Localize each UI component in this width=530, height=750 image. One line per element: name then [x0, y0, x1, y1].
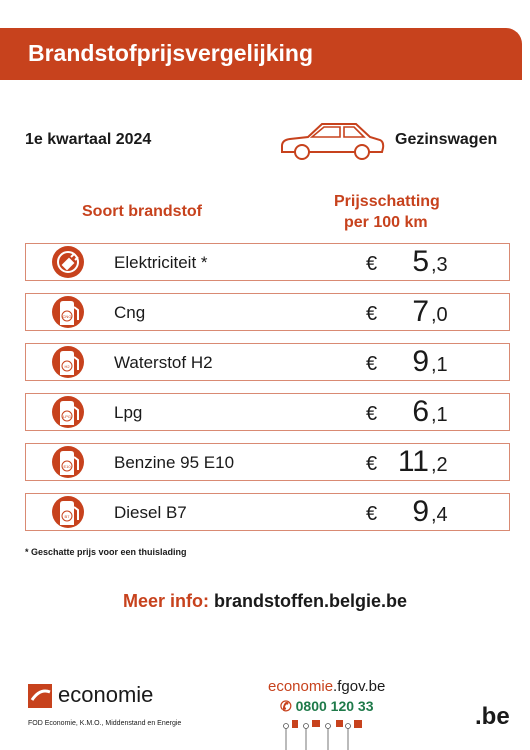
column-header: Soort brandstof [82, 203, 202, 220]
price-decimal: ,4 [431, 504, 448, 526]
price-decimal: ,3 [431, 254, 448, 276]
price-row: LPG Lpg €6,1 [25, 393, 510, 431]
phone-number: 0800 120 33 [295, 698, 374, 714]
fuel-name: Elektriciteit * [114, 253, 208, 272]
fuel-icon-label: H2 [64, 364, 70, 369]
price-row: CNG Cng €7,0 [25, 293, 510, 331]
fuel-icon: B7 [52, 496, 84, 528]
price-decimal: ,1 [431, 354, 448, 376]
currency: € [366, 353, 378, 375]
currency: € [366, 253, 378, 275]
fuel-name: Benzine 95 E10 [114, 453, 235, 472]
price-decimal: ,0 [431, 304, 448, 326]
currency: € [366, 303, 378, 325]
fuel-icon-label: CNG [63, 314, 72, 319]
fuel-icon: LPG [52, 396, 84, 428]
logo-mark [28, 684, 52, 708]
phone-icon: ✆ [280, 698, 292, 714]
price-whole: 7 [412, 295, 429, 328]
fuel-name: Lpg [114, 403, 143, 422]
social-icons [283, 720, 362, 750]
logo-text: economie [58, 682, 154, 707]
fuel-icon: CNG [52, 296, 84, 328]
fuel-name: Cng [114, 303, 146, 322]
fuel-icon-label: LPG [63, 414, 71, 419]
price-whole: 11 [397, 445, 429, 478]
fuel-name: Waterstof H2 [114, 353, 213, 372]
more-info-url[interactable]: brandstoffen.belgie.be [214, 591, 408, 611]
column-header: Prijsschatting [334, 193, 440, 210]
website-rest: .fgov.be [333, 678, 386, 695]
price-decimal: ,1 [431, 404, 448, 426]
currency: € [366, 403, 378, 425]
fuel-icon [52, 246, 84, 278]
price-row: Elektriciteit * €5,3 [25, 243, 510, 281]
header-bar [0, 28, 522, 80]
website[interactable]: economie.fgov.be [268, 678, 385, 695]
column-header: per 100 km [344, 214, 428, 231]
price-row: B7 Diesel B7 €9,4 [25, 493, 510, 531]
fuel-icon: H2 [52, 346, 84, 378]
fuel-name: Diesel B7 [114, 503, 187, 522]
fuel-icon-label: B7 [65, 514, 71, 519]
fuel-icon-label: E10 [63, 464, 71, 469]
currency: € [366, 503, 378, 525]
car-icon [281, 123, 385, 160]
price-whole: 5 [412, 245, 429, 278]
price-whole: 9 [412, 495, 429, 528]
header-title: Brandstofprijsvergelijking [28, 40, 314, 66]
period: 1e kwartaal 2024 [25, 131, 152, 148]
footnote: * Geschatte prijs voor een thuislading [25, 547, 187, 557]
price-whole: 6 [412, 395, 429, 428]
website-main: economie [268, 678, 334, 695]
price-whole: 9 [412, 345, 429, 378]
be-logo: .be [475, 703, 510, 730]
price-row: E10 Benzine 95 E10 €11,2 [25, 443, 510, 481]
price-decimal: ,2 [431, 454, 448, 476]
org-name: FOD Economie, K.M.O., Middenstand en Ene… [28, 720, 182, 727]
price-row: H2 Waterstof H2 €9,1 [25, 343, 510, 381]
vehicle: Gezinswagen [395, 131, 498, 148]
more-info-label: Meer info: [122, 591, 209, 611]
currency: € [366, 453, 378, 475]
phone[interactable]: ✆ 0800 120 33 [280, 698, 373, 715]
fuel-icon: E10 [52, 446, 84, 478]
more-info: Meer info: brandstoffen.belgie.be [0, 591, 530, 612]
